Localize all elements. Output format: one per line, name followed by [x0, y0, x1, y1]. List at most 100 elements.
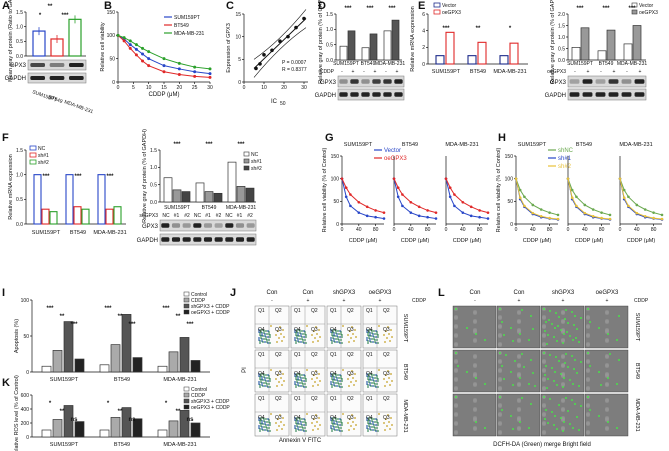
- panel-l-green-signal: [616, 427, 618, 429]
- panel-e-mrna-bar: [435, 55, 445, 65]
- panel-l-cell: [586, 368, 590, 372]
- panel-h-point: [660, 213, 664, 217]
- panel-j-event: [297, 384, 299, 386]
- panel-j-event: [332, 417, 334, 419]
- panel-l-green-signal: [555, 356, 557, 358]
- panel-j-event: [370, 417, 372, 419]
- panel-h-sub-xtick-label: 0: [515, 227, 518, 233]
- panel-j-event: [304, 339, 306, 341]
- panel-l-green-signal: [618, 315, 620, 317]
- panel-l-green-signal: [455, 352, 457, 354]
- panel-j-event: [297, 340, 299, 342]
- panel-j-event: [282, 417, 284, 419]
- panel-l-cell: [473, 398, 477, 402]
- panel-g-sub-xtick-label: 80: [425, 227, 431, 233]
- panel-i-sig: ***: [104, 306, 112, 312]
- panel-j-quadrant-label: Q1: [366, 396, 373, 402]
- panel-j-event: [298, 373, 300, 375]
- panel-j-event: [270, 325, 272, 327]
- panel-j-event: [269, 342, 271, 344]
- panel-f-lane-label: NC: [194, 213, 202, 219]
- panel-j-event: [369, 428, 371, 430]
- panel-j-xlabel: Annexin V FITC: [279, 438, 322, 444]
- panel-j-event: [319, 424, 321, 426]
- panel-g-point: [434, 217, 438, 220]
- panel-j-event: [301, 330, 303, 332]
- panel-f-legend-label: NC: [38, 146, 46, 152]
- panel-l-treat-sign: +: [606, 298, 609, 304]
- panel-d-gpx3-blot-membrane: [337, 75, 405, 88]
- panel-g-point: [396, 186, 400, 190]
- panel-g-point: [396, 195, 400, 199]
- panel-j-event: [387, 414, 389, 416]
- panel-f-protein-bar: [213, 192, 223, 203]
- panel-b-xtick-label: 20: [177, 85, 183, 91]
- panel-c-xtick-label: 0: [243, 85, 246, 91]
- panel-j-event: [368, 417, 370, 419]
- panel-l-green-signal: [519, 421, 521, 423]
- panel-h-sub-ytick-label: 100: [505, 176, 514, 182]
- panel-b-point: [122, 36, 126, 40]
- panel-f-mrna-sig: ***: [74, 174, 82, 180]
- panel-l-green-signal: [551, 411, 553, 413]
- panel-e-legend-swatch: [433, 2, 441, 8]
- panel-j-event: [317, 428, 319, 430]
- panel-l-cell: [473, 426, 477, 430]
- panel-j-event: [301, 338, 303, 340]
- panel-g-series-line: [445, 178, 489, 214]
- panel-j-event: [294, 331, 296, 333]
- panel-l-green-signal: [455, 308, 457, 310]
- panel-a-gapdh-label: GAPDH: [5, 76, 26, 82]
- panel-g-point: [374, 215, 377, 219]
- panel-j-event: [348, 429, 350, 431]
- panel-j-event: [366, 425, 368, 427]
- panel-h-sub-xtick-label: 80: [651, 227, 657, 233]
- panel-j-event: [351, 370, 353, 372]
- panel-l-green-signal: [551, 323, 553, 325]
- panel-j-event: [280, 421, 282, 423]
- panel-l-green-signal: [503, 378, 505, 380]
- panel-k-legend-swatch: [183, 398, 190, 404]
- panel-e-gpx3-blot-membrane: [567, 75, 647, 88]
- panel-g-point: [453, 193, 456, 196]
- panel-b-point: [122, 39, 126, 43]
- panel-h-point: [583, 203, 587, 207]
- panel-j-event: [312, 385, 314, 387]
- panel-e-legend-swatch: [433, 9, 441, 15]
- panel-d-bar: [347, 30, 356, 61]
- panel-l-green-signal: [616, 339, 618, 341]
- panel-j-event: [390, 373, 392, 375]
- panel-l-cell: [473, 407, 477, 411]
- panel-f-gapdh-blot-band: [246, 237, 255, 242]
- panel-l-green-signal: [519, 377, 521, 379]
- panel-j-event: [304, 427, 306, 429]
- panel-h-sub-xtick-label: 80: [599, 227, 605, 233]
- panel-j-plot: [254, 349, 290, 393]
- panel-j-event: [269, 424, 271, 426]
- panel-d-gapdh-blot-membrane: [337, 88, 405, 101]
- panel-j-event: [258, 381, 260, 383]
- panel-j-event: [260, 337, 262, 339]
- panel-f-gpx3-blot-band: [214, 223, 223, 228]
- panel-i-bar: [132, 357, 143, 373]
- panel-f-mrna-ytick-label: 0.5: [16, 197, 23, 203]
- panel-j-event: [366, 419, 368, 421]
- panel-f-legend-label: sh#2: [38, 160, 49, 166]
- panel-a-bar: [68, 18, 82, 57]
- panel-f-protein-legend-label: NC: [251, 152, 259, 158]
- panel-l-cell: [586, 342, 590, 346]
- panel-j-event: [263, 426, 265, 428]
- panel-h-point: [591, 208, 595, 211]
- panel-l-col-title: oeGPX3: [596, 290, 619, 296]
- panel-l-cell: [498, 403, 502, 407]
- panel-h-point: [627, 195, 630, 199]
- panel-j-event: [374, 421, 376, 423]
- panel-j-quadrant-label: Q2: [383, 308, 390, 314]
- panel-l-green-signal: [600, 384, 602, 386]
- panel-j-event: [315, 326, 317, 328]
- panel-j-quadrant-label: Q1: [258, 352, 265, 358]
- panel-j-quadrant-label: Q3: [383, 415, 390, 421]
- panel-j-event: [261, 334, 263, 336]
- panel-e-gapdh-blot-membrane: [567, 88, 647, 101]
- panel-j-event: [371, 338, 373, 340]
